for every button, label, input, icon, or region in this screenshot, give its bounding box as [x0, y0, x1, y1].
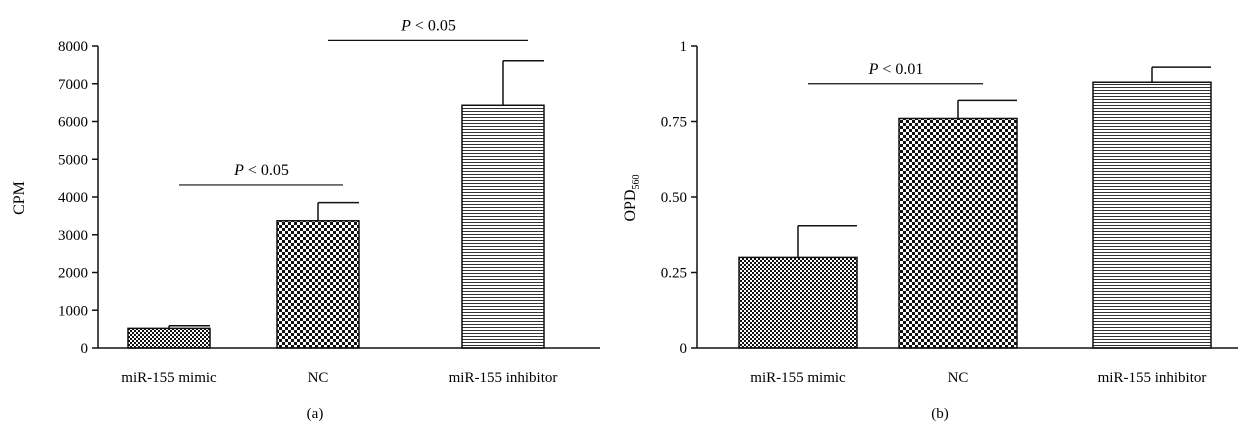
panel-b-y-tick-label: 0.75: [661, 115, 687, 131]
panel-b-x-axis: miR-155 mimic NC miR-155 inhibitor: [697, 347, 1238, 386]
panel-b-bar-1: [738, 256, 858, 349]
panel-a-y-tick-label: 4000: [58, 190, 88, 206]
panel-a-significance-label: P < 0.05: [233, 162, 289, 179]
panel-b-y-tick-label: 0: [680, 341, 688, 357]
panel-b-label: (b): [931, 406, 949, 422]
panel-b-y-tick-label: 0.50: [661, 190, 687, 206]
panel-b-bars: [738, 66, 1212, 349]
panel-a-x-axis: miR-155 mimic NC miR-155 inhibitor: [98, 347, 600, 386]
panel-a-bar-1: [127, 327, 211, 349]
panel-a-bar-3: [461, 104, 545, 349]
panel-a-y-tick-label: 8000: [58, 39, 88, 55]
panel-b-bar-2: [898, 117, 1018, 349]
panel-a-bars: [127, 59, 545, 349]
panel-b-ylabel-sub: 560: [631, 174, 642, 189]
panel-a-y-tick-label: 1000: [58, 303, 88, 319]
panel-a-y-tick-label: 5000: [58, 152, 88, 168]
panel-b-y-tick-label: 0.25: [661, 266, 687, 282]
panel-a-ylabel: CPM: [11, 181, 28, 215]
panel-b-y-axis: 0 0.25 0.50 0.75 1: [661, 39, 698, 357]
panel-a-y-tick-label: 6000: [58, 115, 88, 131]
panel-b-y-tick-label: 1: [680, 39, 688, 55]
panel-b-significance-label: P < 0.01: [868, 61, 924, 78]
panel-b-category-label: miR-155 mimic: [750, 370, 846, 386]
panel-a-category-label: NC: [308, 370, 329, 386]
panel-a-y-tick-label: 2000: [58, 266, 88, 282]
panel-a-category-label: miR-155 mimic: [121, 370, 217, 386]
panel-a-y-tick-label: 7000: [58, 77, 88, 93]
panel-b-bar-3: [1092, 81, 1212, 349]
panel-a-label: (a): [307, 406, 324, 422]
panel-a: CPM 0 1000 2000 3000 4000 5000 6000 7000 8000 mi…: [11, 17, 600, 422]
panel-b-significance: P < 0.01: [808, 61, 983, 85]
panel-b-ylabel: OPD560: [622, 174, 642, 221]
panel-a-category-label: miR-155 inhibitor: [449, 370, 558, 386]
panel-a-y-tick-label: 3000: [58, 228, 88, 244]
panel-a-y-tick-label: 0: [81, 341, 89, 357]
panel-b-category-label: miR-155 inhibitor: [1098, 370, 1207, 386]
panel-a-significance: P < 0.05 P < 0.05: [179, 17, 528, 186]
panel-b: OPD560 00.250.500.751 miR-155 mimic NC miR…: [622, 39, 1238, 422]
panel-a-significance-label: P < 0.05: [400, 17, 456, 34]
panel-b-category-label: NC: [948, 370, 969, 386]
panel-b-ylabel-main: OPD: [622, 189, 639, 221]
panel-a-bar-2: [276, 220, 360, 349]
panel-a-y-axis: 0 1000 2000 3000 4000 5000 6000 7000 8000: [58, 39, 99, 357]
